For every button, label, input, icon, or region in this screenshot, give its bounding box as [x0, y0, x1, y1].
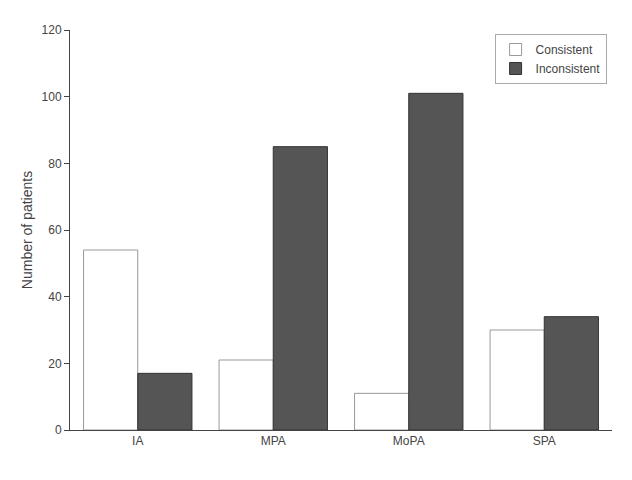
svg-text:60: 60: [48, 223, 62, 237]
svg-text:IA: IA: [132, 434, 143, 448]
svg-text:Number of patients: Number of patients: [19, 171, 35, 289]
svg-text:Consistent: Consistent: [536, 43, 593, 57]
svg-text:MPA: MPA: [261, 434, 286, 448]
svg-text:Inconsistent: Inconsistent: [536, 62, 601, 76]
svg-text:80: 80: [48, 157, 62, 171]
svg-text:0: 0: [55, 423, 62, 437]
svg-text:SPA: SPA: [533, 434, 556, 448]
svg-text:20: 20: [48, 357, 62, 371]
svg-text:100: 100: [42, 90, 62, 104]
svg-text:MoPA: MoPA: [393, 434, 425, 448]
svg-text:120: 120: [42, 23, 62, 37]
svg-text:40: 40: [48, 290, 62, 304]
